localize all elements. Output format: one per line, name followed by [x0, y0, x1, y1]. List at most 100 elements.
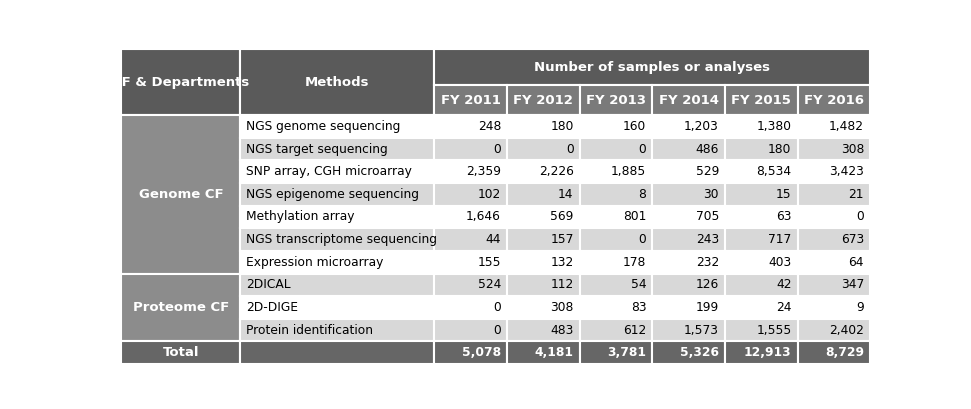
Text: 2,359: 2,359: [466, 165, 501, 178]
Text: 8,729: 8,729: [825, 346, 864, 359]
Text: Expression microarray: Expression microarray: [247, 256, 384, 269]
Text: 1,646: 1,646: [466, 211, 501, 223]
Bar: [725, 85, 797, 115]
Text: 14: 14: [558, 188, 574, 201]
Text: 21: 21: [849, 188, 864, 201]
Text: NGS transcriptome sequencing: NGS transcriptome sequencing: [247, 233, 437, 246]
Bar: [725, 138, 797, 160]
Bar: [725, 251, 797, 274]
Text: 673: 673: [841, 233, 864, 246]
Bar: [507, 274, 580, 296]
Bar: [434, 183, 507, 206]
Bar: [507, 183, 580, 206]
Text: 30: 30: [703, 188, 719, 201]
Text: Genome CF: Genome CF: [139, 188, 223, 201]
Bar: [507, 115, 580, 138]
Text: 1,482: 1,482: [829, 120, 864, 133]
Text: CF & Departments: CF & Departments: [113, 76, 250, 89]
Bar: [653, 342, 725, 364]
Text: 2,226: 2,226: [539, 165, 574, 178]
Bar: [580, 183, 653, 206]
Text: 180: 180: [768, 143, 791, 156]
Bar: [580, 115, 653, 138]
Text: FY 2011: FY 2011: [441, 94, 501, 107]
Bar: [434, 319, 507, 342]
Bar: [240, 274, 434, 296]
Text: 9: 9: [856, 301, 864, 314]
Text: 2,402: 2,402: [829, 324, 864, 337]
Bar: [580, 319, 653, 342]
Bar: [653, 319, 725, 342]
Text: 2D-DIGE: 2D-DIGE: [247, 301, 298, 314]
Bar: [797, 251, 870, 274]
Bar: [434, 296, 507, 319]
Text: 308: 308: [841, 143, 864, 156]
Bar: [507, 138, 580, 160]
Bar: [507, 160, 580, 183]
Text: 64: 64: [849, 256, 864, 269]
Text: 0: 0: [639, 143, 647, 156]
Text: Total: Total: [162, 346, 199, 359]
Bar: [653, 115, 725, 138]
Bar: [653, 274, 725, 296]
Text: 157: 157: [551, 233, 574, 246]
Text: 705: 705: [695, 211, 719, 223]
Bar: [434, 274, 507, 296]
Text: 160: 160: [623, 120, 647, 133]
Text: 12,913: 12,913: [744, 346, 791, 359]
Text: 243: 243: [695, 233, 719, 246]
Bar: [797, 160, 870, 183]
Bar: [507, 251, 580, 274]
Bar: [653, 206, 725, 228]
Text: 529: 529: [695, 165, 719, 178]
Text: 524: 524: [478, 279, 501, 291]
Bar: [434, 49, 870, 85]
Bar: [580, 251, 653, 274]
Text: 8,534: 8,534: [756, 165, 791, 178]
Text: NGS genome sequencing: NGS genome sequencing: [247, 120, 401, 133]
Bar: [240, 138, 434, 160]
Bar: [580, 274, 653, 296]
Text: 4,181: 4,181: [535, 346, 574, 359]
Text: FY 2015: FY 2015: [731, 94, 791, 107]
Text: 24: 24: [776, 301, 791, 314]
Text: 42: 42: [776, 279, 791, 291]
Text: SNP array, CGH microarray: SNP array, CGH microarray: [247, 165, 412, 178]
Bar: [797, 274, 870, 296]
Bar: [725, 183, 797, 206]
Bar: [725, 319, 797, 342]
Bar: [240, 49, 434, 115]
Bar: [580, 296, 653, 319]
Bar: [507, 228, 580, 251]
Text: 155: 155: [478, 256, 501, 269]
Text: 403: 403: [768, 256, 791, 269]
Bar: [797, 85, 870, 115]
Bar: [797, 183, 870, 206]
Bar: [580, 160, 653, 183]
Text: 1,573: 1,573: [684, 324, 719, 337]
Text: Proteome CF: Proteome CF: [133, 301, 229, 314]
Bar: [121, 274, 240, 342]
Bar: [653, 251, 725, 274]
Bar: [797, 296, 870, 319]
Bar: [434, 251, 507, 274]
Bar: [240, 183, 434, 206]
Text: 232: 232: [695, 256, 719, 269]
Bar: [240, 228, 434, 251]
Text: 0: 0: [493, 301, 501, 314]
Bar: [240, 342, 434, 364]
Text: NGS target sequencing: NGS target sequencing: [247, 143, 388, 156]
Text: 1,555: 1,555: [756, 324, 791, 337]
Bar: [240, 206, 434, 228]
Text: 1,203: 1,203: [684, 120, 719, 133]
Text: FY 2016: FY 2016: [804, 94, 864, 107]
Text: 0: 0: [856, 211, 864, 223]
Text: 199: 199: [695, 301, 719, 314]
Text: Number of samples or analyses: Number of samples or analyses: [534, 61, 770, 74]
Text: 486: 486: [695, 143, 719, 156]
Bar: [725, 206, 797, 228]
Bar: [434, 206, 507, 228]
Text: NGS epigenome sequencing: NGS epigenome sequencing: [247, 188, 419, 201]
Bar: [434, 228, 507, 251]
Text: Methylation array: Methylation array: [247, 211, 354, 223]
